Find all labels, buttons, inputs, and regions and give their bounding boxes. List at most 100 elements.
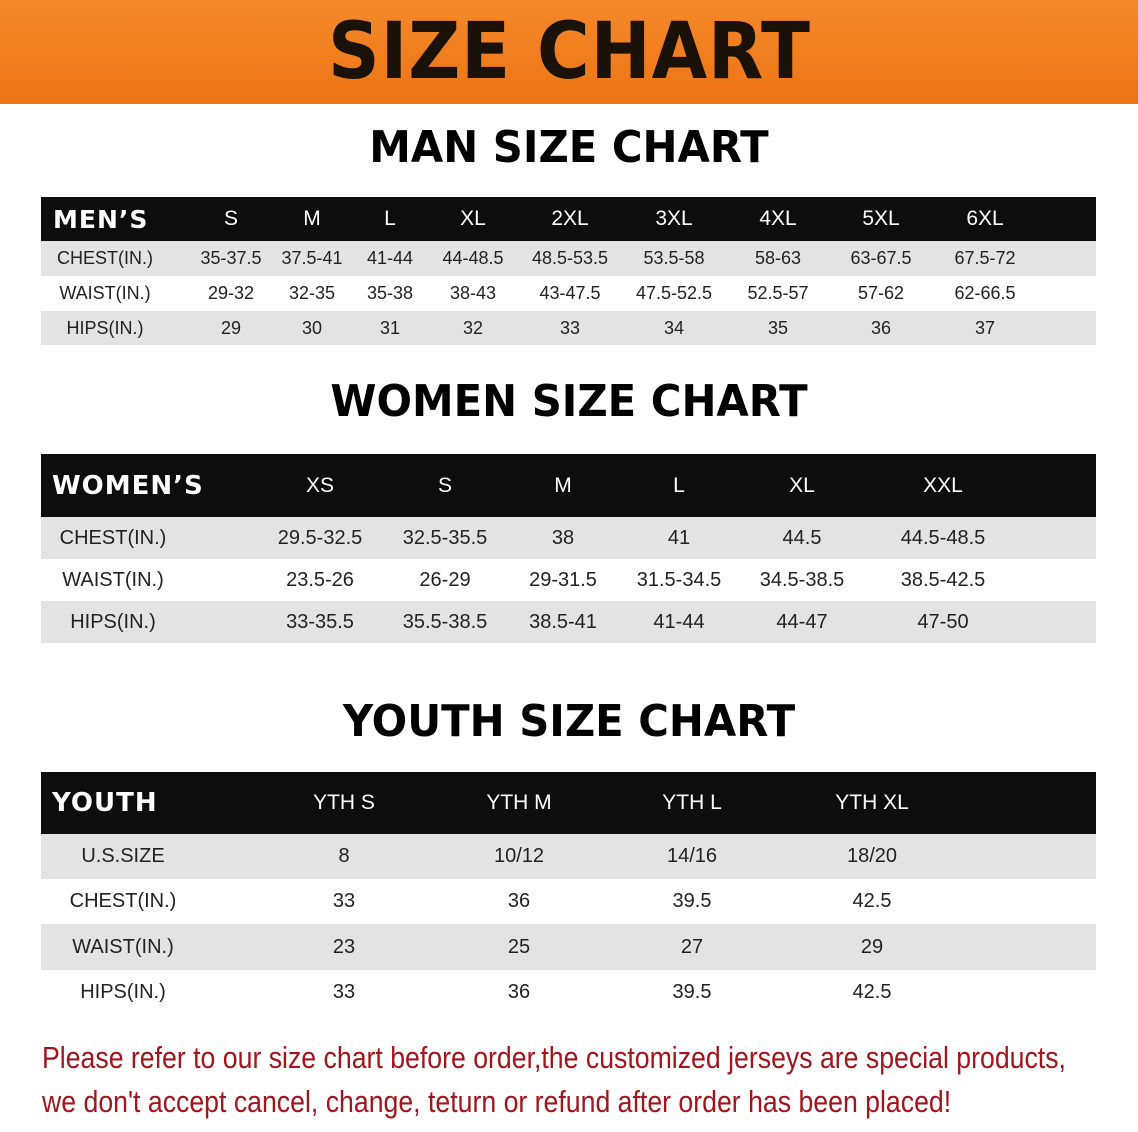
- size-column-header: 3XL: [655, 207, 693, 230]
- size-column-header: XXL: [923, 473, 963, 497]
- size-column-header: YTH S: [313, 791, 375, 814]
- measurement-value: 36: [507, 981, 531, 1003]
- measurement-label: CHEST(IN.): [57, 248, 153, 268]
- measurement-value: 62-66.5: [954, 283, 1016, 303]
- measurement-value: 48.5-53.5: [531, 248, 609, 268]
- table-row: WAIST(IN.) 23.5-26 26-29 29-31.5 31.5-34.5 34…: [41, 559, 1096, 601]
- measurement-value: 38: [551, 526, 575, 549]
- banner-title: SIZE CHART: [327, 7, 811, 97]
- measurement-value: 23: [332, 935, 356, 958]
- size-column-header: XS: [305, 473, 335, 497]
- measurement-value: 38.5-42.5: [900, 568, 986, 591]
- measurement-value: 29: [220, 317, 242, 338]
- measurement-value: 14/16: [666, 845, 718, 867]
- measurement-value: 52.5-57: [747, 283, 809, 303]
- size-column-header: M: [554, 473, 572, 497]
- measurement-value: 33: [559, 317, 581, 338]
- measurement-label: WAIST(IN.): [59, 283, 151, 303]
- table-label-header: YOUTH: [52, 788, 158, 818]
- measurement-value: 39.5: [672, 981, 712, 1003]
- measurement-value: 58-63: [754, 248, 802, 268]
- measurement-value: 35-38: [366, 283, 414, 303]
- measurement-label: HIPS(IN.): [66, 317, 144, 338]
- measurement-value: 38.5-41: [529, 610, 597, 633]
- measurement-value: 63-67.5: [850, 248, 912, 268]
- measurement-value: 39.5: [672, 890, 712, 912]
- measurement-value: 25: [507, 935, 531, 958]
- table-row: HIPS(IN.) 33-35.5 35.5-38.5 38.5-41 41-44 44-…: [41, 601, 1096, 643]
- measurement-label: HIPS(IN.): [70, 610, 156, 633]
- table-row: WAIST(IN.) 29-32 32-35 35-38 38-43 43-47.5 47.…: [41, 276, 1096, 311]
- measurement-value: 41-44: [366, 248, 414, 268]
- measurement-value: 35.5-38.5: [402, 610, 488, 633]
- measurement-value: 32-35: [288, 283, 336, 303]
- size-column-header: S: [223, 207, 239, 230]
- note-line-2: we don't accept cancel, change, teturn o…: [42, 1084, 952, 1119]
- measurement-value: 34.5-38.5: [759, 568, 845, 591]
- size-chart-banner: SIZE CHART: [0, 0, 1138, 104]
- measurement-value: 34: [663, 317, 685, 338]
- measurement-value: 35-37.5: [200, 248, 262, 268]
- measurement-value: 36: [870, 317, 892, 338]
- measurement-value: 29.5-32.5: [277, 526, 363, 549]
- size-column-header: S: [437, 473, 453, 497]
- measurement-label: CHEST(IN.): [69, 890, 177, 912]
- measurement-value: 35: [767, 317, 789, 338]
- measurement-value: 29: [860, 935, 884, 958]
- table-row: CHEST(IN.) 35-37.5 37.5-41 41-44 44-48.5 48.5…: [41, 241, 1096, 276]
- measurement-value: 29-31.5: [529, 568, 597, 591]
- size-column-header: YTH L: [662, 791, 722, 814]
- size-column-header: L: [673, 473, 685, 497]
- table-row: HIPS(IN.) 29 30 31 32 33 34 35 36 37: [41, 311, 1096, 345]
- table-row: WAIST(IN.) 23 25 27 29: [41, 924, 1096, 970]
- measurement-label: U.S.SIZE: [81, 845, 165, 867]
- measurement-value: 33-35.5: [286, 610, 354, 633]
- note-line-1: Please refer to our size chart before or…: [42, 1040, 1066, 1075]
- measurement-value: 47.5-52.5: [635, 283, 713, 303]
- women-header-row: WOMEN’S XS S M L XL XXL: [41, 454, 1096, 517]
- youth-size-table: YOUTH YTH S YTH M YTH L YTH XL U.S.SIZE 8 10/12…: [41, 772, 1096, 1015]
- table-row: HIPS(IN.) 33 36 39.5 42.5: [41, 970, 1096, 1015]
- size-column-header: YTH XL: [835, 791, 909, 814]
- measurement-value: 31.5-34.5: [636, 568, 722, 591]
- measurement-value: 30: [301, 317, 323, 338]
- size-column-header: 5XL: [862, 207, 900, 230]
- measurement-value: 32.5-35.5: [402, 526, 488, 549]
- measurement-value: 53.5-58: [643, 248, 705, 268]
- women-size-table: WOMEN’S XS S M L XL XXL CHEST(IN.) 29.5-32.5 32.5…: [41, 454, 1096, 643]
- measurement-value: 33: [332, 890, 356, 912]
- table-label-header: WOMEN’S: [52, 470, 204, 501]
- measurement-label: WAIST(IN.): [72, 935, 174, 958]
- measurement-value: 57-62: [857, 283, 905, 303]
- measurement-value: 23.5-26: [286, 568, 354, 591]
- youth-header-row: YOUTH YTH S YTH M YTH L YTH XL: [41, 772, 1096, 834]
- men-size-table: MEN’S S M L XL 2XL 3XL 4XL 5XL 6XL CHEST(IN.) 35-37…: [41, 197, 1096, 345]
- size-column-header: M: [303, 207, 321, 230]
- measurement-label: WAIST(IN.): [62, 568, 164, 591]
- measurement-value: 41: [667, 526, 691, 549]
- size-column-header: 4XL: [759, 207, 797, 230]
- table-label-header: MEN’S: [53, 204, 149, 234]
- measurement-value: 36: [507, 890, 531, 912]
- women-section-title: WOMEN SIZE CHART: [330, 376, 808, 427]
- men-header-row: MEN’S S M L XL 2XL 3XL 4XL 5XL 6XL: [41, 197, 1096, 241]
- measurement-value: 18/20: [846, 845, 898, 867]
- men-section-title: MAN SIZE CHART: [369, 122, 769, 173]
- measurement-value: 8: [338, 845, 350, 867]
- measurement-value: 32: [462, 317, 484, 338]
- measurement-value: 44.5-48.5: [900, 526, 986, 549]
- table-row: CHEST(IN.) 29.5-32.5 32.5-35.5 38 41 44.5 44.5…: [41, 517, 1096, 559]
- measurement-label: HIPS(IN.): [80, 981, 166, 1003]
- youth-section-title: YOUTH SIZE CHART: [342, 696, 796, 747]
- size-column-header: 6XL: [966, 207, 1004, 230]
- measurement-value: 67.5-72: [954, 248, 1016, 268]
- measurement-value: 43-47.5: [539, 283, 601, 303]
- size-column-header: XL: [460, 207, 486, 230]
- order-policy-note: Please refer to our size chart before or…: [42, 1036, 1126, 1124]
- measurement-label: CHEST(IN.): [59, 526, 167, 549]
- measurement-value: 44-47: [776, 610, 828, 633]
- table-row: CHEST(IN.) 33 36 39.5 42.5: [41, 879, 1096, 924]
- table-row: U.S.SIZE 8 10/12 14/16 18/20: [41, 834, 1096, 879]
- size-column-header: 2XL: [551, 207, 589, 230]
- measurement-value: 10/12: [493, 845, 545, 867]
